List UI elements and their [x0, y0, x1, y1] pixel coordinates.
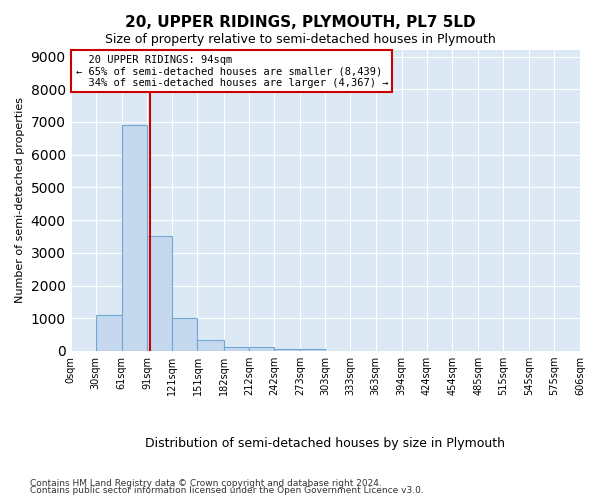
Bar	[300, 348, 325, 351]
Bar	[172, 318, 197, 351]
Bar	[122, 125, 147, 351]
Y-axis label: Number of semi-detached properties: Number of semi-detached properties	[15, 98, 25, 304]
Bar	[274, 348, 300, 351]
Bar	[224, 346, 249, 351]
Bar	[197, 340, 224, 351]
Bar	[147, 236, 172, 351]
Text: Contains public sector information licensed under the Open Government Licence v3: Contains public sector information licen…	[30, 486, 424, 495]
Text: 20, UPPER RIDINGS, PLYMOUTH, PL7 5LD: 20, UPPER RIDINGS, PLYMOUTH, PL7 5LD	[125, 15, 475, 30]
Bar	[249, 347, 274, 351]
X-axis label: Distribution of semi-detached houses by size in Plymouth: Distribution of semi-detached houses by …	[145, 437, 505, 450]
Text: Contains HM Land Registry data © Crown copyright and database right 2024.: Contains HM Land Registry data © Crown c…	[30, 478, 382, 488]
Text: Size of property relative to semi-detached houses in Plymouth: Size of property relative to semi-detach…	[104, 32, 496, 46]
Text: 20 UPPER RIDINGS: 94sqm
← 65% of semi-detached houses are smaller (8,439)
  34% : 20 UPPER RIDINGS: 94sqm ← 65% of semi-de…	[76, 54, 388, 88]
Bar	[96, 315, 122, 351]
